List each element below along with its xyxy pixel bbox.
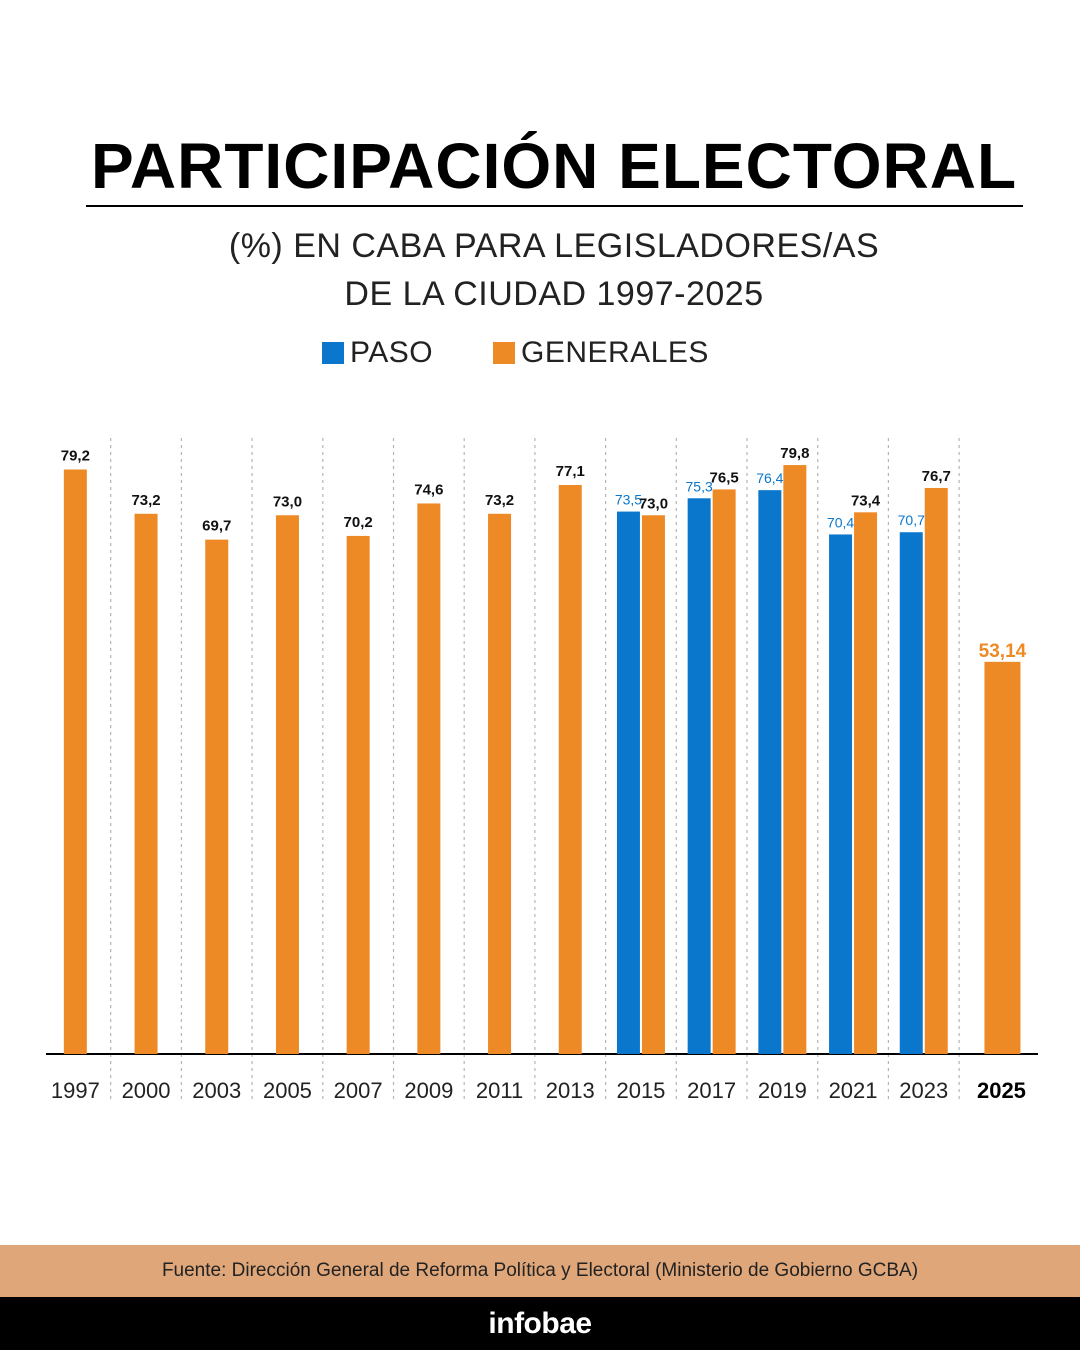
label-generales-2009: 74,6 — [414, 481, 443, 498]
x-tick-label-2021: 2021 — [829, 1078, 878, 1103]
bar-generales-2009 — [417, 503, 441, 1054]
label-generales-2007: 70,2 — [344, 514, 373, 531]
label-generales-2005: 73,0 — [273, 493, 302, 510]
label-generales-2023: 76,7 — [922, 468, 951, 485]
label-generales-2011: 73,2 — [485, 492, 514, 509]
footer-band: infobae — [0, 1297, 1080, 1350]
bar-generales-2005 — [275, 515, 299, 1054]
x-tick-label-2019: 2019 — [758, 1078, 807, 1103]
x-tick-label-2007: 2007 — [334, 1078, 383, 1103]
bar-generales-2011 — [488, 513, 512, 1054]
x-tick-label-2023: 2023 — [899, 1078, 948, 1103]
label-generales-2015: 73,0 — [639, 495, 668, 512]
x-tick-label-2003: 2003 — [192, 1078, 241, 1103]
bar-paso-2019 — [758, 490, 782, 1055]
legend-item-generales: GENERALES — [493, 333, 709, 373]
bar-generales-2013 — [558, 485, 582, 1054]
chart-title: PARTICIPACIÓN ELECTORAL — [90, 130, 1018, 202]
label-generales-2019: 79,8 — [780, 445, 809, 462]
legend-item-paso: PASO — [322, 333, 433, 373]
legend-label-generales: GENERALES — [521, 336, 709, 369]
label-generales-2003: 69,7 — [202, 518, 231, 535]
bar-generales-2003 — [205, 539, 229, 1054]
x-tick-label-2013: 2013 — [546, 1078, 595, 1103]
bar-paso-2015 — [616, 511, 640, 1054]
bar-chart: 79,2 1997 73,2 2000 69,7 2003 73,0 2005 70,2 2007… — [46, 438, 1038, 1103]
label-generales-2013: 77,1 — [556, 463, 585, 480]
bar-generales-2019 — [783, 465, 807, 1054]
chart-legend: PASO GENERALES — [0, 333, 1080, 373]
x-tick-label-2009: 2009 — [404, 1078, 453, 1103]
x-tick-label-2000: 2000 — [122, 1078, 171, 1103]
subtitle-line-2: DE LA CIUDAD 1997-2025 — [344, 275, 764, 313]
bar-paso-2023 — [899, 532, 923, 1054]
bar-generales-2007 — [346, 535, 370, 1054]
label-paso-2019: 76,4 — [756, 470, 783, 486]
x-tick-label-2015: 2015 — [616, 1078, 665, 1103]
bar-paso-2021 — [829, 534, 853, 1054]
label-paso-2015: 73,5 — [615, 492, 642, 508]
legend-swatch-paso — [322, 342, 344, 364]
x-tick-label-1997: 1997 — [51, 1078, 100, 1103]
legend-swatch-generales — [493, 342, 515, 364]
subtitle-line-1: (%) EN CABA PARA LEGISLADORES/AS — [228, 227, 880, 265]
chart-subtitle: (%) EN CABA PARA LEGISLADORES/AS DE LA C… — [0, 222, 1080, 318]
bar-paso-2017 — [687, 498, 711, 1054]
label-generales-2021: 73,4 — [851, 492, 881, 509]
x-tick-label-2011: 2011 — [476, 1078, 523, 1103]
title-divider — [86, 205, 1023, 207]
legend-label-paso: PASO — [350, 336, 434, 369]
bar-generales-2000 — [134, 513, 158, 1054]
bar-generales-2021 — [854, 512, 878, 1054]
source-band: Fuente: Dirección General de Reforma Pol… — [0, 1245, 1080, 1297]
brand-logo: infobae — [488, 1306, 592, 1340]
bar-generales-2017 — [712, 489, 736, 1054]
label-generales-1997: 79,2 — [61, 448, 90, 465]
label-generales-2025: 53,14 — [979, 641, 1027, 662]
bar-generales-2025 — [984, 661, 1021, 1054]
label-paso-2021: 70,4 — [827, 514, 854, 530]
label-paso-2017: 75,3 — [686, 478, 713, 494]
x-tick-label-2005: 2005 — [263, 1078, 312, 1103]
source-text: Fuente: Dirección General de Reforma Pol… — [161, 1260, 919, 1281]
bar-generales-2023 — [924, 487, 948, 1055]
label-paso-2023: 70,7 — [898, 512, 925, 528]
x-tick-label-2025: 2025 — [977, 1078, 1026, 1103]
x-tick-label-2017: 2017 — [687, 1078, 736, 1103]
bar-generales-1997 — [63, 469, 87, 1054]
bar-generales-2015 — [641, 515, 665, 1054]
label-generales-2017: 76,5 — [710, 469, 739, 486]
label-generales-2000: 73,2 — [131, 492, 160, 509]
